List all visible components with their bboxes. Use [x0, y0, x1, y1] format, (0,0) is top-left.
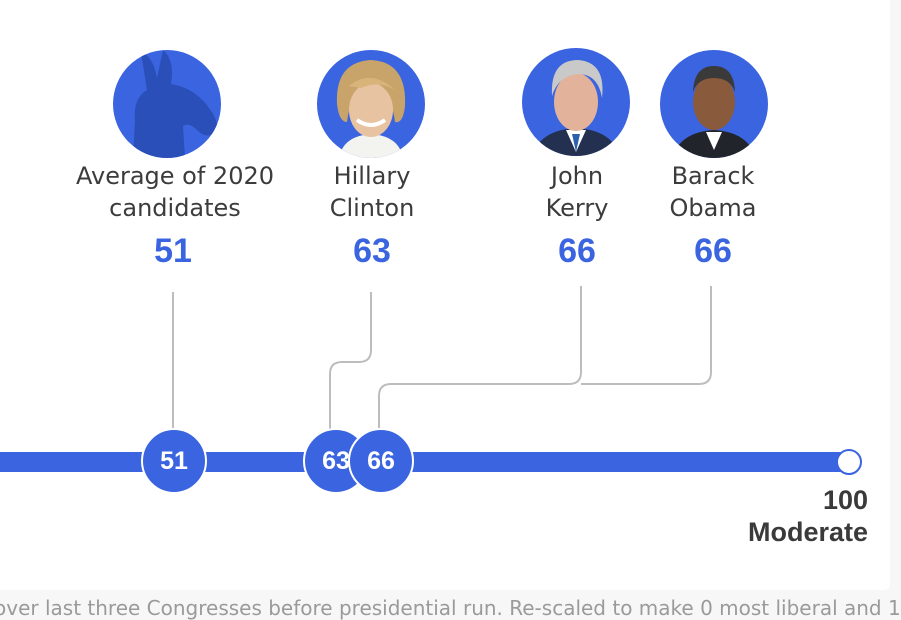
connector-hillary	[330, 292, 371, 430]
footnote: over last three Congresses before presid…	[0, 596, 901, 620]
axis-line	[0, 452, 848, 472]
marker-51: 51	[141, 428, 207, 494]
axis-end-value: 100	[748, 484, 868, 516]
axis-end-label: 100 Moderate	[748, 484, 868, 548]
connector-obama	[581, 286, 711, 384]
axis-end-text: Moderate	[748, 516, 868, 548]
marker-66: 66	[348, 428, 414, 494]
axis-end-dot	[836, 449, 862, 475]
connector-kerry	[379, 286, 581, 430]
